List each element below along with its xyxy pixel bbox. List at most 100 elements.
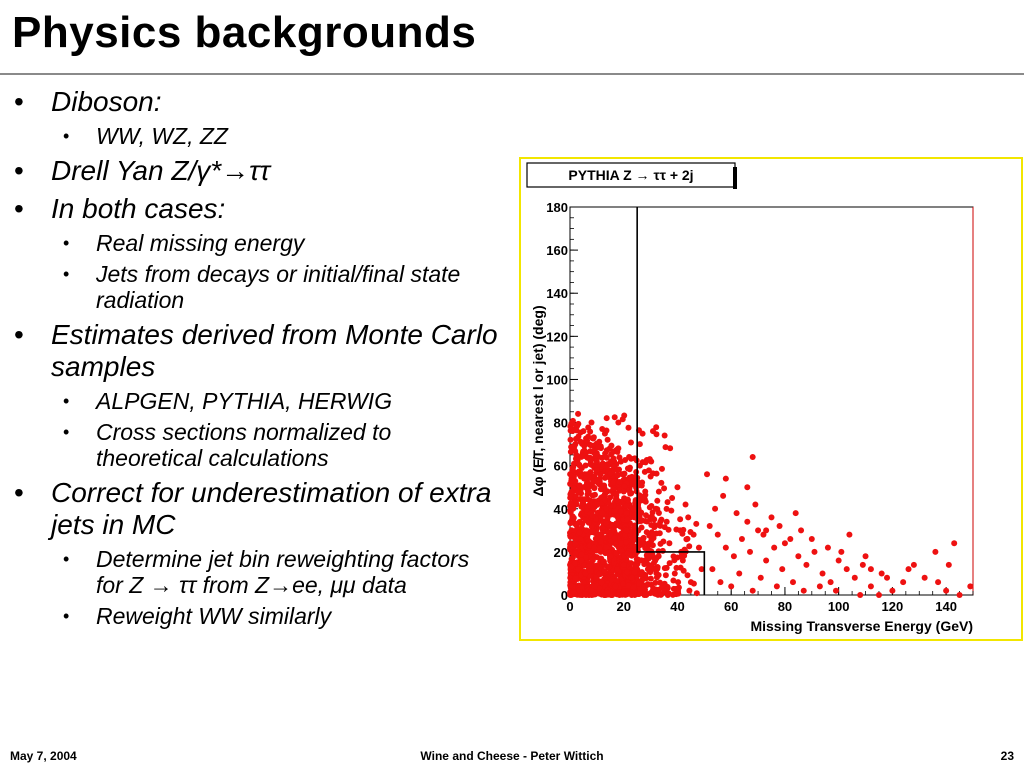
data-point <box>623 527 630 534</box>
data-point <box>620 580 627 587</box>
data-point <box>683 536 690 543</box>
data-point <box>951 540 958 547</box>
data-point <box>685 514 692 521</box>
bullet-reweight-ww: Reweight WW similarly <box>0 603 500 629</box>
data-point <box>585 488 592 495</box>
data-point <box>663 505 670 512</box>
data-point <box>687 579 694 586</box>
data-point <box>720 492 727 499</box>
data-point <box>657 540 664 547</box>
data-point <box>578 453 585 460</box>
data-point <box>763 557 770 564</box>
data-point <box>671 570 678 577</box>
y-tick-label: 120 <box>546 329 568 344</box>
x-tick-label: 140 <box>935 599 957 614</box>
x-tick-label: 100 <box>828 599 850 614</box>
data-point <box>588 587 595 594</box>
data-point <box>582 591 589 598</box>
data-point <box>656 530 663 537</box>
data-point <box>643 518 650 525</box>
data-point <box>569 467 576 474</box>
data-point <box>577 473 584 480</box>
data-point <box>585 563 592 570</box>
data-point <box>646 504 653 511</box>
data-point <box>686 543 693 550</box>
data-point <box>749 587 756 594</box>
data-point <box>744 484 751 491</box>
data-point <box>655 571 662 578</box>
x-tick-label: 40 <box>670 599 684 614</box>
data-point <box>644 566 651 573</box>
data-point <box>582 462 589 469</box>
y-tick-label: 160 <box>546 243 568 258</box>
data-point <box>693 520 700 527</box>
data-point <box>792 510 799 517</box>
data-point <box>674 484 681 491</box>
bullet-correct-jets: Correct for underestimation of extra jet… <box>0 477 500 541</box>
data-point <box>684 572 691 579</box>
data-point <box>621 470 628 477</box>
data-point <box>587 568 594 575</box>
data-point <box>967 583 974 590</box>
data-point <box>690 531 697 538</box>
data-point <box>614 513 621 520</box>
data-point <box>595 444 602 451</box>
data-point <box>867 566 874 573</box>
data-point <box>680 567 687 574</box>
data-point <box>763 527 770 534</box>
scatter-plot: PYTHIA Z → ττ + 2j 0 20 40 60 80 100 120 140 160… <box>526 162 974 634</box>
data-point <box>614 566 621 573</box>
data-point <box>577 438 584 445</box>
data-point <box>572 575 579 582</box>
data-point <box>646 456 653 463</box>
data-point <box>567 582 574 589</box>
data-point <box>631 514 638 521</box>
data-point <box>568 489 575 496</box>
data-point <box>571 560 578 567</box>
data-point <box>603 415 610 422</box>
data-point <box>862 553 869 560</box>
data-point <box>602 535 609 542</box>
data-point <box>611 414 618 421</box>
data-point <box>570 588 577 595</box>
data-point <box>596 570 603 577</box>
data-point <box>583 527 590 534</box>
data-point <box>698 566 705 573</box>
data-point <box>686 587 693 594</box>
data-point <box>843 566 850 573</box>
data-point <box>747 548 754 555</box>
y-tick-label: 60 <box>554 459 568 474</box>
data-point <box>604 589 611 596</box>
data-point <box>616 479 623 486</box>
data-point <box>627 490 634 497</box>
data-point <box>567 520 574 527</box>
data-point <box>661 524 668 531</box>
data-point <box>578 583 585 590</box>
data-point <box>760 531 767 538</box>
data-point <box>575 489 582 496</box>
data-point <box>599 559 606 566</box>
y-tick-label: 140 <box>546 286 568 301</box>
data-point <box>752 501 759 508</box>
data-point <box>677 527 684 534</box>
data-point <box>611 508 618 515</box>
data-point <box>597 538 604 545</box>
data-point <box>601 497 608 504</box>
data-point <box>945 561 952 568</box>
title-underline <box>0 73 1024 75</box>
data-point <box>623 539 630 546</box>
data-point <box>597 486 604 493</box>
data-point <box>593 574 600 581</box>
data-point <box>875 592 882 598</box>
data-point <box>709 566 716 573</box>
data-point <box>638 482 645 489</box>
data-point <box>585 519 592 526</box>
data-point <box>591 491 598 498</box>
data-point <box>625 582 632 589</box>
data-point <box>624 591 631 598</box>
data-point <box>749 454 756 461</box>
data-point <box>674 554 681 561</box>
data-point <box>655 488 662 495</box>
data-point <box>567 533 574 540</box>
data-point <box>572 535 579 542</box>
